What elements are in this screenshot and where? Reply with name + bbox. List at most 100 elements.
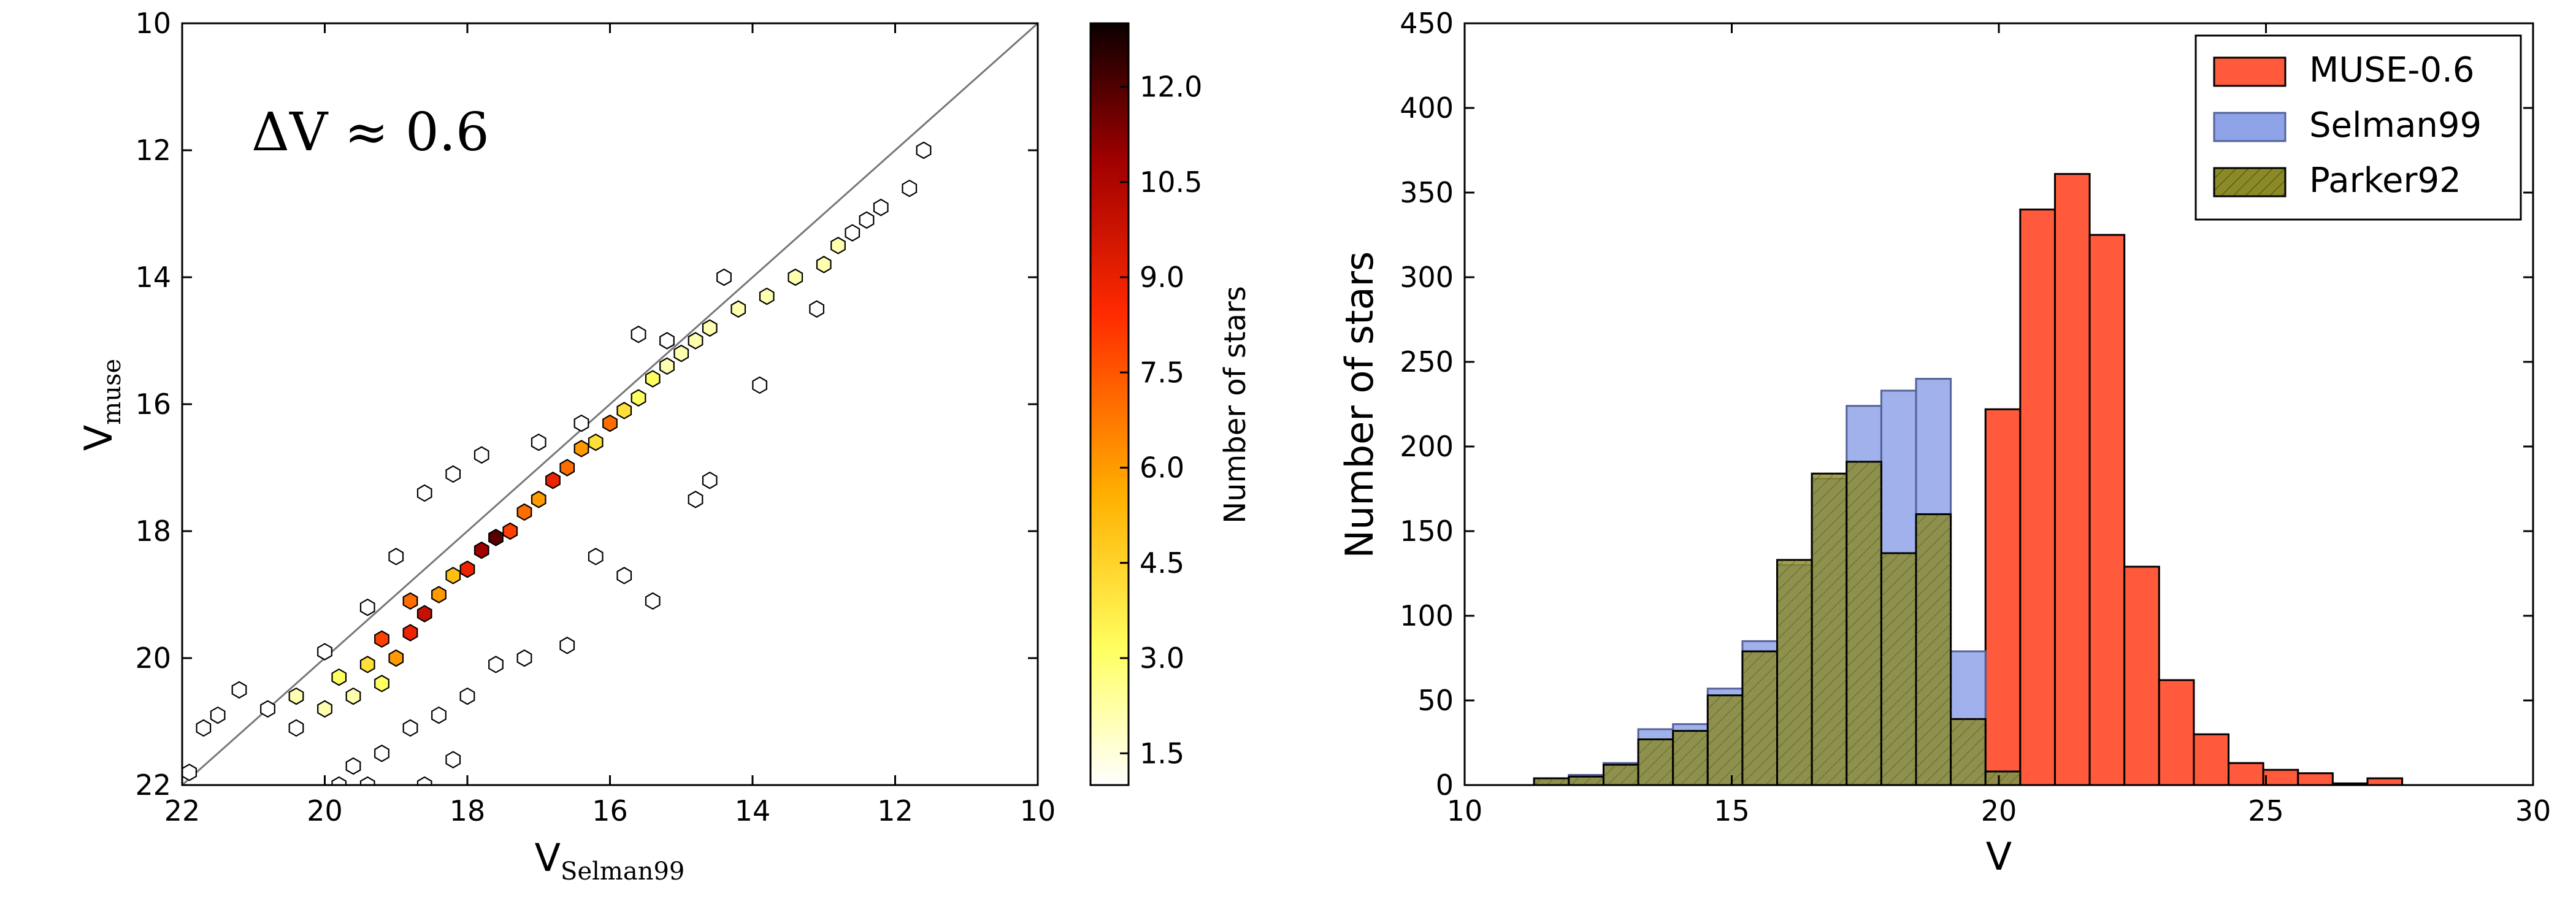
- colorbar-tick-label: 1.5: [1140, 737, 1184, 770]
- hex-cell: [402, 719, 418, 737]
- hex-cell: [645, 592, 661, 610]
- histogram-x-tick-label: 15: [1714, 794, 1750, 827]
- histogram-bar-muse-0.6: [2228, 762, 2264, 786]
- histogram-x-tick-label: 25: [2248, 794, 2284, 827]
- histogram-y-tick-label: 250: [1400, 345, 1454, 378]
- histogram-x-axis-label: V: [1986, 834, 2012, 879]
- histogram-y-tick-label: 350: [1400, 176, 1454, 209]
- hex-cell: [331, 668, 347, 686]
- hex-cell: [688, 332, 703, 350]
- histogram-y-tick-label: 450: [1400, 7, 1454, 40]
- histogram-y-tick-label: 0: [1436, 769, 1454, 802]
- histogram-bar-hatch: [1742, 651, 1777, 785]
- histogram-bar-muse-0.6: [2366, 777, 2404, 786]
- hex-cell: [359, 656, 375, 673]
- hex-cell: [459, 560, 475, 578]
- hex-cell: [182, 764, 197, 781]
- histogram-panel: 10 15 20 25 30 0 50 100 150 200 250 300 350 400 450 V…: [1337, 7, 2551, 879]
- hexbin-y-tick-label: 12: [135, 134, 171, 167]
- hex-cell: [210, 706, 226, 724]
- hexbin-y-label-sub: muse: [98, 359, 126, 425]
- histogram-y-tick-label: 200: [1400, 430, 1454, 463]
- hex-cell: [809, 300, 824, 318]
- hexbin-y-tick-label: 22: [135, 769, 171, 802]
- legend-swatch-muse: [2213, 56, 2287, 87]
- hexbin-y-ticks: 10 12 14 16 18 20 22: [135, 7, 1038, 802]
- hexbin-x-label-sub: Selman99: [561, 857, 684, 886]
- hexbin-panel: 22 20 18 16 14 12 10 10 12 14 16 18 20 22 ΔV ≈ 0.6 V…: [76, 7, 1056, 886]
- hex-cell: [331, 776, 347, 785]
- hex-cell: [260, 700, 275, 718]
- legend-label-selman: Selman99: [2309, 105, 2482, 145]
- hex-cell: [716, 268, 732, 286]
- histogram-bar-hatch: [1638, 739, 1673, 785]
- histogram-y-tick-label: 300: [1400, 261, 1454, 294]
- colorbar-tick-label: 10.5: [1140, 166, 1202, 199]
- hex-cell: [288, 687, 304, 705]
- hex-cell: [845, 224, 861, 242]
- histogram-bar-hatch: [1812, 473, 1847, 785]
- hex-cell: [317, 700, 332, 718]
- hex-cell: [788, 268, 803, 286]
- histogram-bar-hatch: [1568, 776, 1604, 785]
- hex-cell: [588, 433, 604, 451]
- histogram-bar-hatch: [1777, 559, 1812, 785]
- histogram-bar-muse-0.6: [2053, 173, 2091, 786]
- hex-cell: [631, 325, 646, 343]
- hex-cell: [902, 179, 918, 197]
- hexbin-y-label-main: V: [76, 425, 121, 451]
- hex-cell: [317, 643, 332, 661]
- hex-cell: [659, 357, 675, 375]
- hex-cell: [730, 300, 746, 318]
- hex-cell: [502, 522, 518, 540]
- hexbin-x-tick-label: 22: [164, 794, 201, 827]
- histogram-bar-muse-0.6: [2019, 209, 2056, 786]
- hex-cell: [345, 687, 361, 705]
- histogram-bar-muse-0.6: [2297, 772, 2334, 786]
- hexbin-y-axis-label: Vmuse: [76, 359, 126, 451]
- histogram-y-tick-label: 150: [1400, 515, 1454, 548]
- hex-cell: [402, 592, 418, 610]
- histogram-x-ticks: 10 15 20 25 30: [1447, 23, 2551, 827]
- hexbin-x-ticks: 22 20 18 16 14 12 10: [164, 23, 1056, 827]
- histogram-x-tick-label: 30: [2515, 794, 2551, 827]
- hex-cell: [516, 649, 532, 667]
- hex-cell: [573, 414, 589, 432]
- histogram-bar-muse-0.6: [2088, 234, 2126, 786]
- hex-cell: [416, 605, 432, 623]
- hex-cell: [659, 332, 675, 350]
- hex-cell: [673, 344, 689, 362]
- hex-cell: [559, 637, 575, 654]
- colorbar-tick-label: 7.5: [1140, 356, 1184, 389]
- hex-cell: [873, 198, 889, 217]
- histogram-x-tick-label: 10: [1447, 794, 1483, 827]
- histogram-bar-muse-0.6: [1984, 408, 2022, 786]
- histogram-bar-muse-0.6: [2193, 733, 2230, 786]
- hex-cell: [488, 529, 504, 546]
- hexbin-y-tick-label: 16: [135, 388, 171, 421]
- hex-cell: [374, 630, 389, 648]
- legend-swatch-selman: [2213, 112, 2287, 142]
- histogram-bar-muse-0.6: [2158, 679, 2195, 786]
- histogram-bar-hatch: [1846, 461, 1882, 785]
- hex-cell: [859, 211, 875, 229]
- hex-cell: [616, 402, 632, 420]
- hex-cell: [231, 681, 247, 699]
- delta-v-annotation: ΔV ≈ 0.6: [251, 102, 489, 163]
- histogram-y-axis-label: Number of stars: [1337, 251, 1382, 559]
- hex-cell: [488, 656, 504, 673]
- histogram-bar-hatch: [1985, 771, 2020, 785]
- histogram-x-tick-label: 20: [1981, 794, 2017, 827]
- colorbar-ticks: 1.5 3.0 4.5 6.0 7.5 9.0 10.5 12.0: [1120, 71, 1202, 770]
- hex-cell: [645, 370, 661, 388]
- hex-cell: [473, 541, 489, 559]
- hex-cell: [196, 719, 212, 737]
- histogram-bar-hatch: [1673, 730, 1708, 785]
- hex-cell: [588, 548, 604, 565]
- hex-cell: [559, 459, 575, 477]
- histogram-bar-hatch: [1534, 778, 1569, 785]
- histogram-legend: MUSE-0.6 Selman99 Parker92: [2195, 34, 2522, 221]
- histogram-bar-muse-0.6: [2123, 565, 2160, 786]
- histogram-y-ticks: 0 50 100 150 200 250 300 350 400 450: [1400, 7, 2533, 802]
- colorbar-tick-label: 6.0: [1140, 451, 1184, 485]
